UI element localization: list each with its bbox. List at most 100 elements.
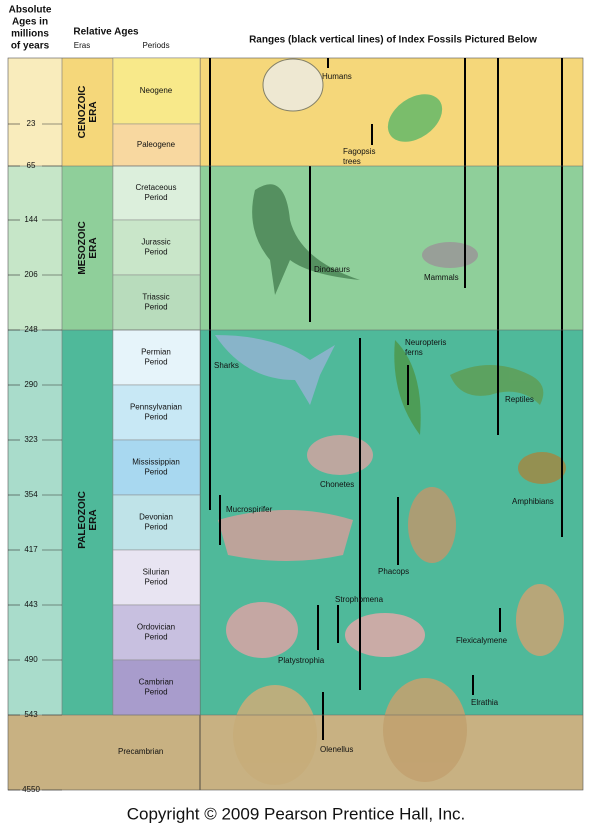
- skull: [262, 58, 324, 112]
- period-cell: [112, 165, 201, 221]
- period-cell: [112, 329, 201, 386]
- era-label: CENOZOIC ERA: [77, 86, 99, 139]
- shark: [215, 335, 335, 405]
- period-cell: [112, 384, 201, 441]
- period-label: Period: [144, 523, 167, 532]
- absolute-ages-heading: Ages in: [12, 17, 48, 28]
- age-label: 417: [24, 545, 38, 554]
- fossil-label: Neuropteris: [405, 338, 446, 347]
- era-label-line: CENOZOIC: [77, 86, 88, 139]
- period-label: Period: [144, 358, 167, 367]
- age-label: 290: [24, 380, 38, 389]
- era-label: PALEOZOIC ERA: [77, 491, 99, 549]
- fossil-label: trees: [343, 157, 361, 166]
- period-label: Neogene: [140, 86, 173, 95]
- age-label: 543: [24, 710, 38, 719]
- era-label-line: ERA: [88, 509, 99, 530]
- chonetes: [307, 435, 373, 475]
- age-label: 144: [24, 215, 38, 224]
- fossil-label: Mucrospirifer: [226, 505, 273, 514]
- period-cell: [112, 123, 201, 167]
- age-label: 323: [24, 435, 38, 444]
- elrathia: [383, 678, 467, 782]
- fossil-label: Humans: [322, 72, 352, 81]
- age-label: 490: [24, 655, 38, 664]
- fossil-illustrations: [215, 58, 566, 785]
- phacops: [408, 487, 456, 563]
- age-label: 23: [27, 119, 36, 128]
- period-label: Period: [144, 578, 167, 587]
- period-label: Devonian: [139, 513, 173, 522]
- fossil-label: Phacops: [378, 567, 409, 576]
- period-label: Jurassic: [141, 238, 170, 247]
- period-label: Period: [144, 193, 167, 202]
- period-label: Period: [144, 303, 167, 312]
- olenellus: [233, 685, 317, 785]
- age-label: 248: [24, 325, 38, 334]
- period-cell: [112, 219, 201, 276]
- period-cell: [112, 494, 201, 551]
- leaf: [387, 94, 443, 142]
- era-label-line: MESOZOIC: [77, 221, 88, 274]
- reptile: [450, 365, 544, 405]
- fossil-label: Dinosaurs: [314, 265, 350, 274]
- era-label: MESOZOIC ERA: [77, 221, 99, 274]
- period-label: Period: [144, 468, 167, 477]
- fossil-label: Olenellus: [320, 745, 353, 754]
- absolute-ages-heading: of years: [11, 41, 50, 52]
- period-label: Period: [144, 248, 167, 257]
- age-label: 4550: [22, 785, 40, 794]
- eras-heading: Eras: [74, 41, 90, 50]
- period-cell: [112, 659, 201, 716]
- period-label: Period: [144, 688, 167, 697]
- period-label: Period: [144, 633, 167, 642]
- period-label: Pennsylvanian: [130, 403, 182, 412]
- era-label-line: ERA: [88, 101, 99, 122]
- period-cell: [112, 439, 201, 496]
- mucrospirifer: [218, 510, 353, 561]
- fossil-label: ferns: [405, 348, 423, 357]
- fossil-label: Sharks: [214, 361, 239, 370]
- amphibian: [518, 452, 566, 484]
- period-cell: [112, 274, 201, 331]
- period-cell: [112, 549, 201, 606]
- strophomena: [345, 613, 425, 657]
- fossil-label: Strophomena: [335, 595, 384, 604]
- era-label-line: PALEOZOIC: [77, 491, 88, 549]
- fossil-label: Chonetes: [320, 480, 354, 489]
- period-label: Cambrian: [139, 678, 174, 687]
- period-label: Ordovician: [137, 623, 175, 632]
- period-label: Silurian: [143, 568, 170, 577]
- period-label: Triassic: [142, 293, 169, 302]
- platystrophia: [226, 602, 298, 658]
- copyright: Copyright © 2009 Pearson Prentice Hall, …: [127, 804, 466, 823]
- fossil-label: Reptiles: [505, 395, 534, 404]
- frame: [7, 57, 584, 791]
- period-label: Cretaceous: [136, 183, 177, 192]
- fossil-label: Mammals: [424, 273, 459, 282]
- era-label-line: ERA: [88, 237, 99, 258]
- age-label: 443: [24, 600, 38, 609]
- relative-ages-heading: Relative Ages: [73, 27, 139, 38]
- age-label: 65: [27, 161, 36, 170]
- age-label: 354: [24, 490, 38, 499]
- fossil-label: Flexicalymene: [456, 636, 508, 645]
- age-column: [8, 166, 62, 330]
- range-lines: [209, 58, 563, 740]
- age-label: 206: [24, 270, 38, 279]
- fossil-label: Amphibians: [512, 497, 554, 506]
- fossil-label: Elrathia: [471, 698, 499, 707]
- absolute-ages-heading: millions: [11, 29, 49, 40]
- periods-heading: Periods: [142, 41, 169, 50]
- age-column: [8, 330, 62, 715]
- period-label: Period: [144, 413, 167, 422]
- age-column: [8, 58, 62, 166]
- period-cell: [112, 57, 201, 125]
- fossil-label: Platystrophia: [278, 656, 325, 665]
- flexicalymene: [516, 584, 564, 656]
- period-label: Paleogene: [137, 140, 176, 149]
- period-label: Mississippian: [132, 458, 180, 467]
- fossil-label: Fagopsis: [343, 147, 375, 156]
